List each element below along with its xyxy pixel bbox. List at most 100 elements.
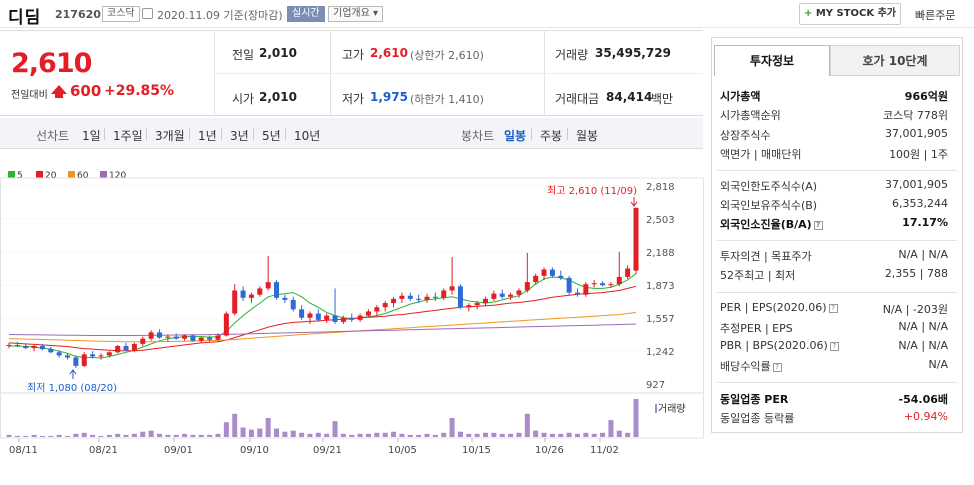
candle-body bbox=[274, 282, 280, 298]
volume-bar bbox=[190, 434, 196, 437]
quick-order-link[interactable]: 빠른주문 bbox=[915, 9, 956, 22]
volume-bar bbox=[508, 433, 514, 437]
info-label: PER | EPS(2020.06)? bbox=[720, 301, 838, 314]
candle-body bbox=[399, 295, 405, 299]
candle-body bbox=[98, 355, 104, 357]
candle-body bbox=[198, 337, 204, 341]
mystock-add-button[interactable]: + MY STOCK 추가 bbox=[799, 3, 901, 25]
period-1d[interactable]: 1일 bbox=[82, 129, 101, 143]
info-value: 37,001,905 bbox=[885, 178, 948, 191]
volume-bar bbox=[549, 433, 555, 437]
candle-weekly[interactable]: 주봉 bbox=[540, 129, 563, 143]
candle-body bbox=[207, 337, 213, 340]
info-label: 52주최고 | 최저 bbox=[720, 269, 796, 282]
candle-body bbox=[508, 294, 514, 297]
info-label: PBR | BPS(2020.06)? bbox=[720, 339, 839, 352]
candle-body bbox=[407, 295, 413, 299]
period-1w[interactable]: 1주일 bbox=[113, 129, 143, 143]
y-tick-label: 927 bbox=[646, 380, 665, 391]
candle-body bbox=[215, 335, 221, 340]
info-label: 액면가 | 매매단위 bbox=[720, 148, 802, 161]
candle-monthly[interactable]: 월봉 bbox=[576, 129, 599, 143]
candle-body bbox=[90, 354, 96, 357]
candle-body bbox=[48, 349, 54, 353]
volume-bar bbox=[240, 427, 246, 437]
volume-bar bbox=[6, 434, 12, 437]
candle-body bbox=[148, 332, 154, 339]
calendar-icon bbox=[142, 8, 153, 19]
volume-bar bbox=[466, 433, 472, 437]
info-label: 시가총액순위 bbox=[720, 109, 781, 122]
candle-body bbox=[23, 345, 29, 349]
volume-bar bbox=[600, 432, 606, 437]
legend-ma120: 120 bbox=[100, 171, 126, 181]
volume-bar bbox=[516, 432, 522, 437]
volume-bar bbox=[524, 413, 530, 437]
volume-bar bbox=[365, 433, 371, 437]
separator bbox=[285, 128, 286, 140]
help-icon[interactable]: ? bbox=[772, 363, 782, 372]
candle-daily[interactable]: 일봉 bbox=[504, 129, 527, 143]
candle-body bbox=[349, 317, 355, 320]
volume-bar bbox=[48, 435, 54, 437]
date-text: 2020.11.09 기준(장마감) bbox=[157, 9, 283, 22]
volume-bar bbox=[39, 435, 45, 437]
realtime-badge[interactable]: 실시간 bbox=[287, 6, 325, 22]
volume-bar bbox=[391, 431, 397, 437]
help-icon[interactable]: ? bbox=[813, 221, 823, 230]
volume-bar bbox=[616, 430, 622, 437]
help-icon[interactable]: ? bbox=[829, 342, 839, 351]
info-value: 37,001,905 bbox=[885, 127, 948, 140]
separator bbox=[531, 128, 532, 140]
separator bbox=[104, 128, 105, 140]
divider bbox=[717, 292, 957, 293]
candle-body bbox=[240, 290, 246, 298]
volume-bar bbox=[432, 434, 438, 437]
volume-bar bbox=[424, 433, 430, 437]
volume-label: 거래량 bbox=[658, 403, 686, 415]
candle-body bbox=[265, 282, 271, 289]
volume-bar bbox=[207, 434, 213, 437]
low-arrow-icon bbox=[69, 369, 77, 379]
volume-bar bbox=[173, 434, 179, 437]
corp-overview-dropdown[interactable]: 기업개요 ▾ bbox=[328, 6, 383, 22]
period-3y[interactable]: 3년 bbox=[230, 129, 249, 143]
volume-bar bbox=[474, 433, 480, 437]
volume-bar bbox=[56, 434, 62, 437]
candle-body bbox=[131, 343, 137, 351]
volume-bar bbox=[265, 418, 271, 437]
volume-bar bbox=[483, 432, 489, 437]
period-10y[interactable]: 10년 bbox=[294, 129, 321, 143]
ma5-line bbox=[9, 273, 637, 359]
info-label: 외국인보유주식수(B) bbox=[720, 199, 818, 212]
prev-label: 전일 bbox=[232, 48, 255, 62]
volume-bar bbox=[131, 433, 137, 437]
period-1y[interactable]: 1년 bbox=[198, 129, 217, 143]
help-icon[interactable]: ? bbox=[828, 304, 838, 313]
volume-bar bbox=[583, 432, 589, 437]
tab-order-book[interactable]: 호가 10단계 bbox=[830, 45, 960, 76]
period-3m[interactable]: 3개월 bbox=[155, 129, 185, 143]
volume-bar bbox=[98, 435, 104, 437]
volume-bar bbox=[90, 434, 96, 437]
candle-body bbox=[324, 315, 330, 320]
volume-label: 거래량 bbox=[555, 48, 589, 62]
volume-bar bbox=[257, 428, 263, 437]
volume-bar bbox=[148, 430, 154, 437]
candle-body bbox=[156, 332, 162, 338]
candle-body bbox=[616, 276, 622, 285]
info-value: 코스닥 778위 bbox=[883, 109, 948, 122]
volume-bar bbox=[290, 430, 296, 437]
info-label: 시가총액 bbox=[720, 90, 761, 103]
candle-body bbox=[31, 345, 37, 349]
info-label: 배당수익률? bbox=[720, 358, 782, 374]
volume-bar bbox=[399, 433, 405, 437]
tab-investment-info[interactable]: 투자정보 bbox=[714, 45, 830, 76]
divider bbox=[717, 170, 957, 171]
period-5y[interactable]: 5년 bbox=[262, 129, 281, 143]
candle-body bbox=[491, 293, 497, 299]
candle-body bbox=[123, 345, 129, 351]
info-value: N/A | -203원 bbox=[882, 303, 948, 316]
candle-body bbox=[106, 352, 112, 356]
price-chart[interactable]: 2,818 2,503 2,188 1,873 1,557 1,242 927 거래량 최고 2… bbox=[0, 150, 705, 468]
